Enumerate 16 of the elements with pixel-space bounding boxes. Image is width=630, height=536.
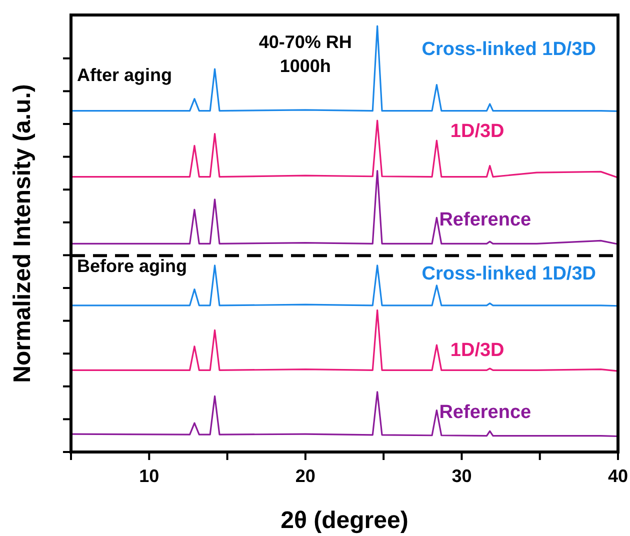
x-tick-label: 10 xyxy=(139,466,160,486)
x-tick-label: 20 xyxy=(295,466,316,486)
x-axis-title: 2θ (degree) xyxy=(280,507,408,534)
annotation: 1000h xyxy=(280,56,331,76)
x-tick-label: 40 xyxy=(608,466,628,486)
annotation: 40-70% RH xyxy=(258,32,352,52)
annotation: After aging xyxy=(77,65,172,85)
series-label: Cross-linked 1D/3D xyxy=(422,263,596,284)
y-axis-title: Normalized Intensity (a.u.) xyxy=(9,84,36,383)
series-label: 1D/3D xyxy=(450,340,504,362)
series-label: Reference xyxy=(439,402,532,424)
series-label: Cross-linked 1D/3D xyxy=(422,38,596,60)
series-label: 1D/3D xyxy=(450,120,504,142)
series-label: Reference xyxy=(439,210,532,231)
annotation: Before aging xyxy=(77,256,188,276)
x-tick-label: 30 xyxy=(452,466,472,486)
